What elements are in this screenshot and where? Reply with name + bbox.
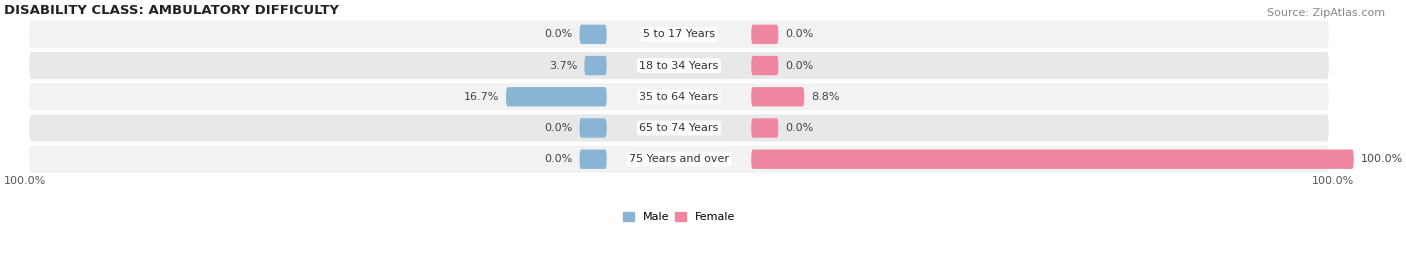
Text: 0.0%: 0.0% (786, 61, 814, 70)
Text: 16.7%: 16.7% (464, 92, 499, 102)
FancyBboxPatch shape (28, 145, 1330, 174)
Text: 18 to 34 Years: 18 to 34 Years (640, 61, 718, 70)
Text: 0.0%: 0.0% (786, 123, 814, 133)
FancyBboxPatch shape (506, 87, 606, 107)
Text: Source: ZipAtlas.com: Source: ZipAtlas.com (1267, 8, 1385, 18)
FancyBboxPatch shape (751, 87, 804, 107)
Text: DISABILITY CLASS: AMBULATORY DIFFICULTY: DISABILITY CLASS: AMBULATORY DIFFICULTY (4, 4, 339, 17)
Text: 100.0%: 100.0% (1312, 176, 1354, 186)
FancyBboxPatch shape (751, 118, 779, 138)
FancyBboxPatch shape (28, 82, 1330, 111)
FancyBboxPatch shape (28, 114, 1330, 142)
Text: 65 to 74 Years: 65 to 74 Years (640, 123, 718, 133)
FancyBboxPatch shape (751, 56, 779, 75)
FancyBboxPatch shape (751, 25, 779, 44)
FancyBboxPatch shape (751, 150, 1354, 169)
Text: 0.0%: 0.0% (544, 154, 572, 164)
FancyBboxPatch shape (579, 118, 606, 138)
Text: 100.0%: 100.0% (4, 176, 46, 186)
FancyBboxPatch shape (28, 20, 1330, 49)
Text: 0.0%: 0.0% (786, 29, 814, 39)
Text: 8.8%: 8.8% (811, 92, 839, 102)
FancyBboxPatch shape (579, 25, 606, 44)
Text: 35 to 64 Years: 35 to 64 Years (640, 92, 718, 102)
Text: 0.0%: 0.0% (544, 123, 572, 133)
FancyBboxPatch shape (579, 150, 606, 169)
Text: 3.7%: 3.7% (548, 61, 576, 70)
FancyBboxPatch shape (585, 56, 606, 75)
Text: 100.0%: 100.0% (1361, 154, 1403, 164)
Legend: Male, Female: Male, Female (619, 207, 740, 226)
FancyBboxPatch shape (28, 51, 1330, 80)
Text: 75 Years and over: 75 Years and over (628, 154, 728, 164)
Text: 0.0%: 0.0% (544, 29, 572, 39)
Text: 5 to 17 Years: 5 to 17 Years (643, 29, 716, 39)
